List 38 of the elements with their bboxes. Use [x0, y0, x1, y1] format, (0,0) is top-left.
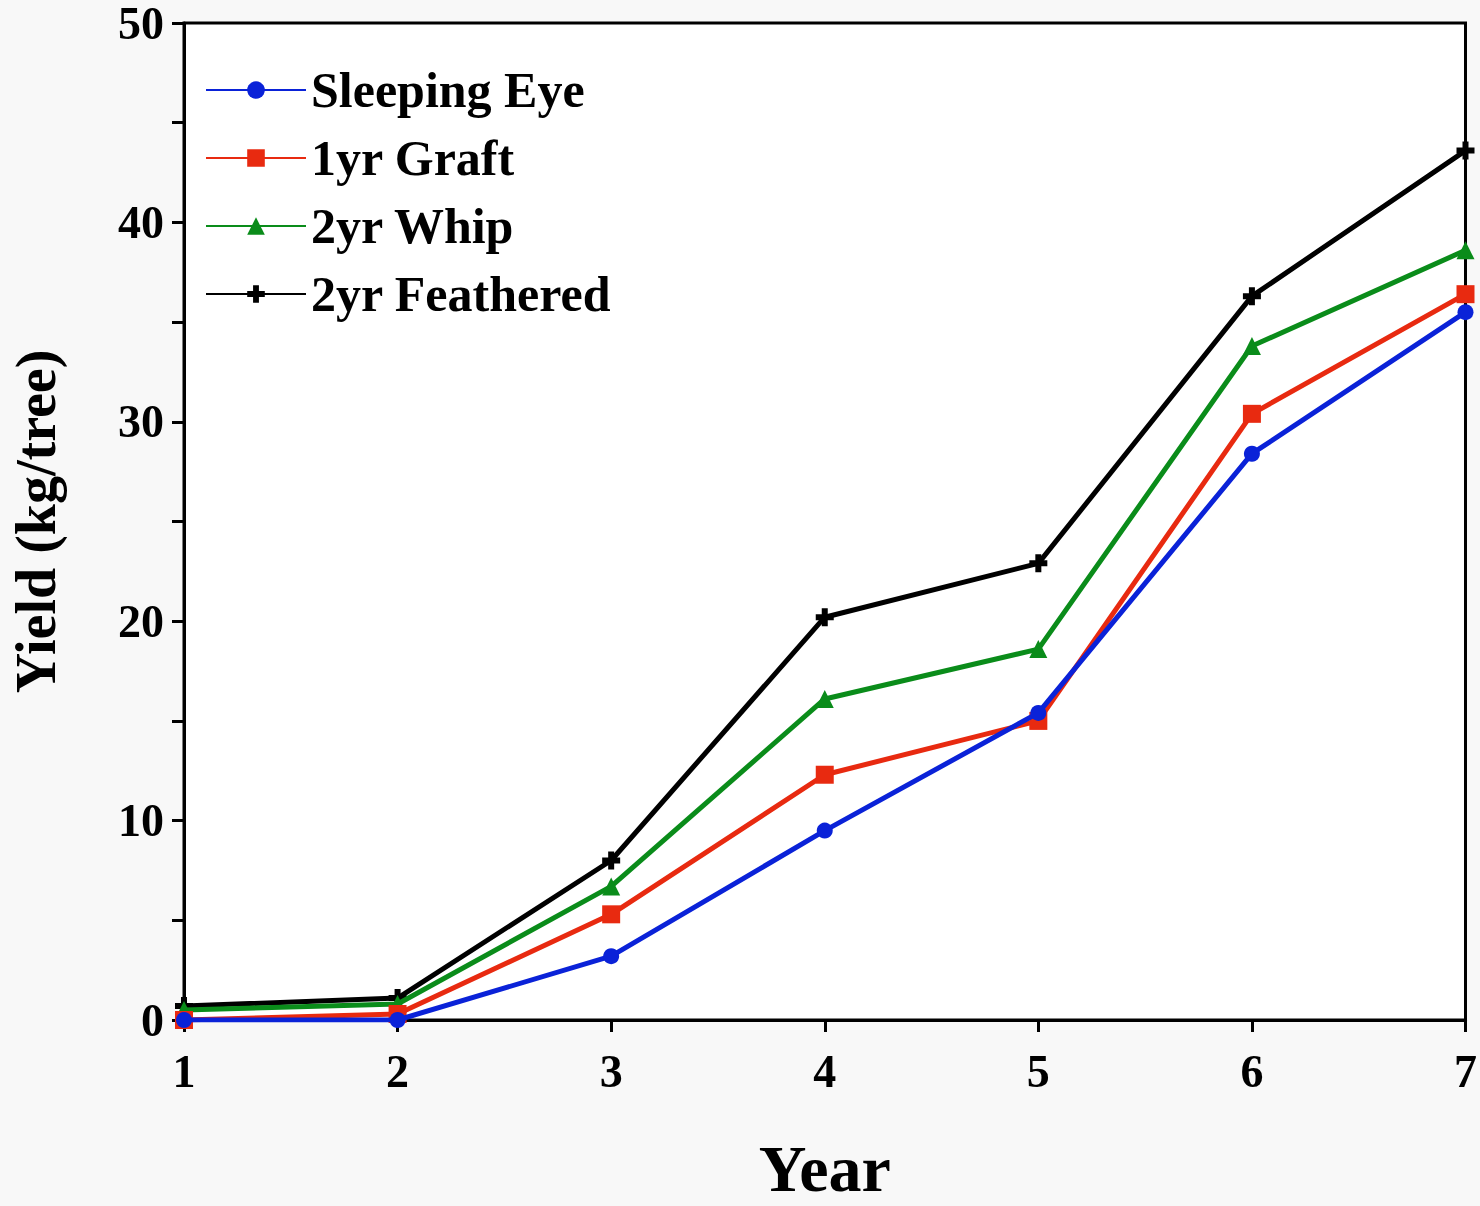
y-tick-label: 40: [118, 196, 164, 248]
y-tick-label: 50: [118, 0, 164, 49]
y-tick-label: 0: [141, 994, 164, 1046]
point: [1029, 640, 1048, 659]
point: [602, 905, 621, 924]
x-tick-label: 4: [813, 1045, 837, 1097]
point: [815, 765, 834, 784]
point: [1457, 304, 1474, 321]
point: [1030, 704, 1047, 721]
y-tick-label: 10: [118, 795, 164, 847]
point: [1029, 554, 1048, 573]
point: [1242, 404, 1261, 423]
point: [1456, 285, 1475, 304]
point: [603, 948, 620, 965]
point: [1243, 445, 1260, 462]
point: [816, 822, 833, 839]
y-tick-label: 30: [118, 396, 164, 448]
y-axis-title: Yield (kg/tree): [5, 349, 68, 694]
legend-label: 1yr Graft: [311, 130, 515, 186]
legend-label: 2yr Feathered: [311, 266, 611, 322]
point: [1456, 141, 1475, 160]
point: [1242, 287, 1261, 306]
legend-label: Sleeping Eye: [311, 62, 585, 118]
point: [1242, 337, 1261, 356]
point: [389, 1012, 406, 1028]
x-tick-label: 1: [172, 1045, 196, 1097]
x-tick-label: 2: [386, 1045, 410, 1097]
point: [602, 851, 621, 870]
point: [1456, 241, 1475, 260]
x-tick-label: 5: [1026, 1045, 1050, 1097]
x-tick-label: 3: [599, 1045, 623, 1097]
point: [815, 608, 834, 627]
y-tick-label: 20: [118, 595, 164, 647]
x-tick-label: 7: [1454, 1045, 1477, 1097]
point: [602, 877, 621, 896]
x-axis-title: Year: [758, 1131, 891, 1205]
x-tick-label: 6: [1240, 1045, 1264, 1097]
legend-label: 2yr Whip: [311, 198, 514, 254]
